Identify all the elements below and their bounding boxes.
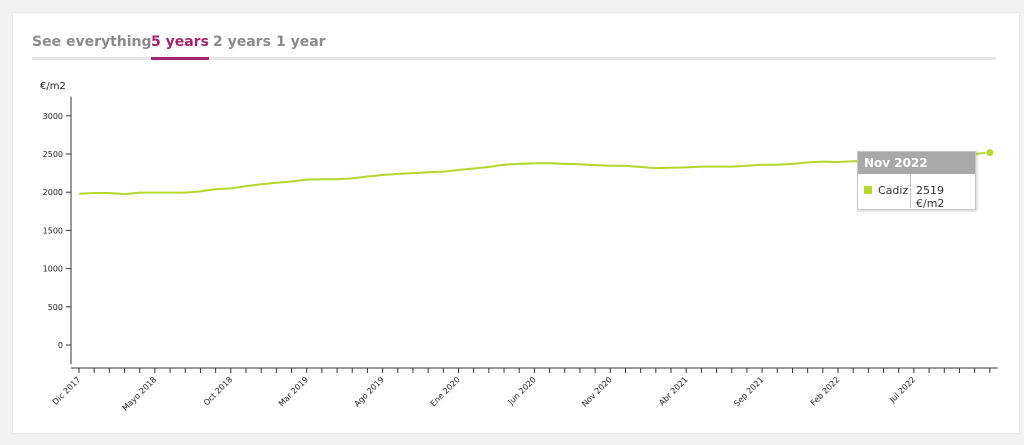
x-tick-label: Jun 2020 xyxy=(506,375,538,407)
x-tick-label: Feb 2022 xyxy=(809,375,842,408)
x-tick-label: Ene 2020 xyxy=(429,375,462,408)
series-layer xyxy=(78,148,995,196)
tooltip-date: Nov 2022 xyxy=(858,152,975,174)
y-axis: 0 500 1000 1500 2000 2500 3000 xyxy=(43,96,72,365)
tooltip-value: 2519 €/m2 xyxy=(916,184,945,210)
x-axis: Dic 2017 Mayo 2018 Oct 2018 Mar 2019 Ago 201… xyxy=(51,367,998,413)
x-tick-label: Mar 2019 xyxy=(277,375,310,408)
y-tick-label: 3000 xyxy=(43,112,63,121)
y-tick-label: 2500 xyxy=(43,150,63,159)
y-tick-label: 500 xyxy=(48,303,63,312)
tab-5-years[interactable]: 5 years xyxy=(151,33,209,60)
highlight-point xyxy=(985,148,995,158)
series-line-cadiz xyxy=(78,151,990,196)
y-axis-label: €/m2 xyxy=(40,81,66,92)
y-tick-label: 1500 xyxy=(43,226,63,235)
x-tick-label: Ago 2019 xyxy=(353,375,386,408)
y-tick-label: 2000 xyxy=(43,188,63,197)
tooltip: Nov 2022 Cadiz 2519 €/m2 xyxy=(857,151,976,210)
tooltip-series-name: Cadiz xyxy=(878,184,909,197)
y-tick-label: 0 xyxy=(58,341,63,350)
tooltip-series-swatch xyxy=(864,186,872,194)
tooltip-divider xyxy=(910,174,911,208)
x-tick-label: Nov 2020 xyxy=(580,375,614,409)
x-tick-label: Mayo 2018 xyxy=(121,375,159,413)
x-tick-label: Sep 2021 xyxy=(732,375,765,408)
tab-2-years[interactable]: 2 years xyxy=(213,34,271,50)
x-tick-label: Dic 2017 xyxy=(51,375,83,407)
x-tick-label: Oct 2018 xyxy=(202,375,234,407)
x-tick-label: Jul 2022 xyxy=(887,375,917,405)
x-tick-label: Abr 2021 xyxy=(657,375,689,407)
tab-see-everything[interactable]: See everything xyxy=(32,34,152,50)
period-tabs: See everything 5 years 2 years 1 year xyxy=(32,33,996,60)
tooltip-row: Cadiz 2519 €/m2 xyxy=(858,174,975,210)
chart-card xyxy=(12,12,1020,434)
tab-1-year[interactable]: 1 year xyxy=(276,34,326,50)
y-tick-label: 1000 xyxy=(43,265,63,274)
